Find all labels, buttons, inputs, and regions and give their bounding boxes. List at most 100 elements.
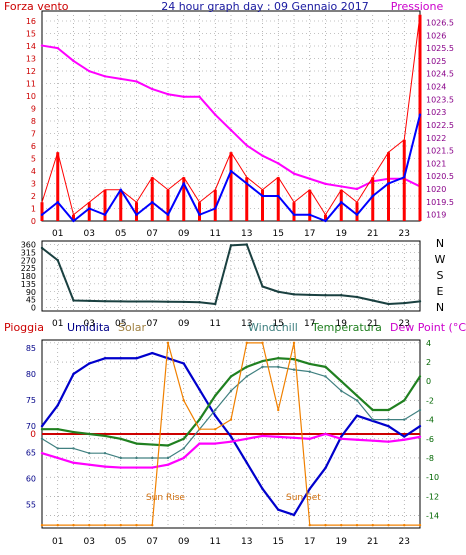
direction-panel-hour-label: 21 xyxy=(367,319,378,329)
pressure-tick-label: 1023 xyxy=(426,108,446,117)
windchill-point xyxy=(56,447,59,450)
solar-point xyxy=(403,523,406,527)
wind-tick-label: 3 xyxy=(31,180,36,189)
dewpoint-point xyxy=(56,456,59,460)
solar-point xyxy=(56,523,59,527)
wind-tick-label: 12 xyxy=(26,67,36,76)
direction-panel-hour-label: 09 xyxy=(178,319,190,329)
windchill-point xyxy=(103,451,107,455)
wind-panel-hour-label: 07 xyxy=(147,229,158,239)
dewpoint-point xyxy=(198,442,201,445)
dewpoint-point xyxy=(371,439,374,442)
solar-point xyxy=(135,523,138,527)
dewpoint-point xyxy=(182,456,185,460)
wind-gust-point xyxy=(340,201,343,204)
compass-label: N xyxy=(436,237,444,250)
windchill-point xyxy=(119,456,122,460)
pressure-tick-label: 1022.5 xyxy=(426,121,454,130)
windchill-point xyxy=(277,365,280,369)
solar-point xyxy=(355,523,359,527)
solar-point xyxy=(229,418,233,421)
pressure-point xyxy=(135,80,138,83)
dewpoint-point xyxy=(135,466,138,469)
windchill-point xyxy=(387,418,390,421)
wind-panel-hour-label: 01 xyxy=(52,229,63,239)
temperature-panel-hour-label: 17 xyxy=(304,537,315,547)
pressure-point xyxy=(214,113,217,116)
temperature-tick-label: -12 xyxy=(426,492,439,501)
windchill-point xyxy=(182,447,185,450)
dewpoint-point xyxy=(40,451,44,455)
windchill-point xyxy=(166,456,170,460)
humidity-point xyxy=(418,424,422,428)
solar-point xyxy=(371,523,374,527)
temperature-panel-hour-label: 23 xyxy=(399,537,410,547)
wind-gust-point xyxy=(56,201,59,204)
temperature-tick-label: -2 xyxy=(426,396,434,405)
wind-gust-point xyxy=(261,194,264,198)
direction-tick-label: 90 xyxy=(26,288,36,297)
wind-gust-point xyxy=(387,182,390,185)
pressure-tick-label: 1019 xyxy=(426,211,446,220)
wind-gust-point xyxy=(277,194,280,198)
temperature-point xyxy=(418,375,422,378)
wind-gust-point xyxy=(245,182,248,185)
temperature-point xyxy=(88,432,91,436)
solar-point xyxy=(277,408,280,412)
wind-tick-label: 1 xyxy=(31,205,36,214)
wind-tick-label: 14 xyxy=(26,42,36,51)
direction-tick-label: 135 xyxy=(21,280,36,289)
temperature-panel-hour-label: 01 xyxy=(52,537,63,547)
wind-direction-point xyxy=(245,243,248,246)
pressure-tick-label: 1019.5 xyxy=(426,198,454,207)
pressure-tick-label: 1025 xyxy=(426,57,446,66)
wind-gust-point xyxy=(151,201,154,204)
solar-point xyxy=(72,523,75,527)
compass-label: N xyxy=(436,301,444,314)
pressure-point xyxy=(324,182,327,186)
wind-panel-hour-label: 23 xyxy=(399,229,410,239)
pressure-point xyxy=(198,95,201,98)
humidity-tick-label: 80 xyxy=(26,370,36,379)
pressure-tick-label: 1020.5 xyxy=(426,172,454,181)
direction-panel-hour-label: 23 xyxy=(399,319,410,329)
pressure-tick-label: 1021 xyxy=(426,159,446,168)
direction-tick-label: 315 xyxy=(21,248,36,257)
pressure-point xyxy=(166,93,170,96)
rain-zero-value: 0 xyxy=(30,430,36,440)
temperature-point xyxy=(182,437,185,440)
dewpoint-point xyxy=(151,466,154,469)
windchill-point xyxy=(355,399,359,402)
temperature-point xyxy=(340,380,343,383)
direction-tick-label: 225 xyxy=(21,264,36,273)
wind-tick-label: 15 xyxy=(26,30,36,39)
solar-point xyxy=(103,523,107,527)
temperature-point xyxy=(72,430,75,434)
wind-direction-point xyxy=(340,294,343,297)
temperature-point xyxy=(229,375,233,378)
solar-point xyxy=(151,523,154,527)
humidity-point xyxy=(355,414,359,417)
wind-panel-hour-label: 05 xyxy=(115,229,126,239)
wind-panel-hour-label: 17 xyxy=(304,229,315,239)
pressure-point xyxy=(245,144,248,147)
wind-tick-label: 6 xyxy=(31,142,36,151)
windchill-label: Windchill xyxy=(248,321,298,334)
humidity-point xyxy=(403,435,406,438)
solar-point xyxy=(119,523,122,527)
wind-panel-hour-label: 03 xyxy=(84,229,95,239)
temperature-panel-hour-label: 03 xyxy=(84,537,95,547)
pressure-axis-label: Pressione xyxy=(391,0,444,13)
wind-direction-point xyxy=(403,301,406,305)
wind-direction-point xyxy=(40,246,44,250)
wind-gust-point xyxy=(135,213,138,216)
humidity-point xyxy=(229,435,233,438)
dewpoint-point xyxy=(418,435,422,439)
humidity-point xyxy=(166,357,170,360)
wind-tick-label: 4 xyxy=(31,167,36,176)
humidity-tick-label: 60 xyxy=(26,474,36,483)
solar-point xyxy=(418,523,422,527)
temperature-panel-hour-label: 21 xyxy=(367,537,378,547)
